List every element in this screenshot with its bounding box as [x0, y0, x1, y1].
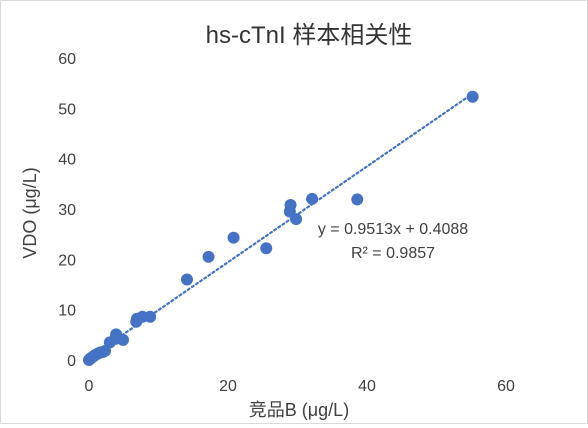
chart-title: hs-cTnI 样本相关性	[206, 22, 413, 49]
data-point	[284, 198, 297, 211]
y-tick-label: 0	[67, 353, 76, 370]
data-point	[466, 90, 479, 103]
x-tick-label: 0	[85, 378, 94, 395]
x-tick-label: 60	[497, 378, 515, 395]
trendline-equation: y = 0.9513x + 0.4088	[318, 221, 468, 238]
y-axis-ticks: 0 10 20 30 40 50 60	[58, 51, 76, 370]
x-axis-label: 竞品B (μg/L)	[249, 400, 349, 420]
data-points	[83, 90, 479, 366]
data-point	[306, 192, 319, 205]
x-axis-ticks: 0 20 40 60	[85, 378, 515, 395]
data-point	[202, 250, 215, 263]
x-tick-label: 40	[358, 378, 376, 395]
data-point	[144, 310, 157, 323]
data-point	[260, 242, 273, 255]
y-tick-label: 20	[58, 252, 76, 269]
y-tick-label: 10	[58, 303, 76, 320]
data-point	[351, 193, 364, 206]
data-point	[117, 333, 130, 346]
data-point	[180, 273, 193, 286]
y-tick-label: 50	[58, 101, 76, 118]
data-point	[290, 213, 303, 226]
y-tick-label: 40	[58, 152, 76, 169]
trendline-r-squared: R² = 0.9857	[351, 245, 435, 262]
y-tick-label: 30	[58, 202, 76, 219]
x-tick-label: 20	[219, 378, 237, 395]
y-axis-label: VDO (μg/L)	[20, 167, 40, 258]
y-tick-label: 60	[58, 51, 76, 68]
data-point	[227, 231, 240, 244]
